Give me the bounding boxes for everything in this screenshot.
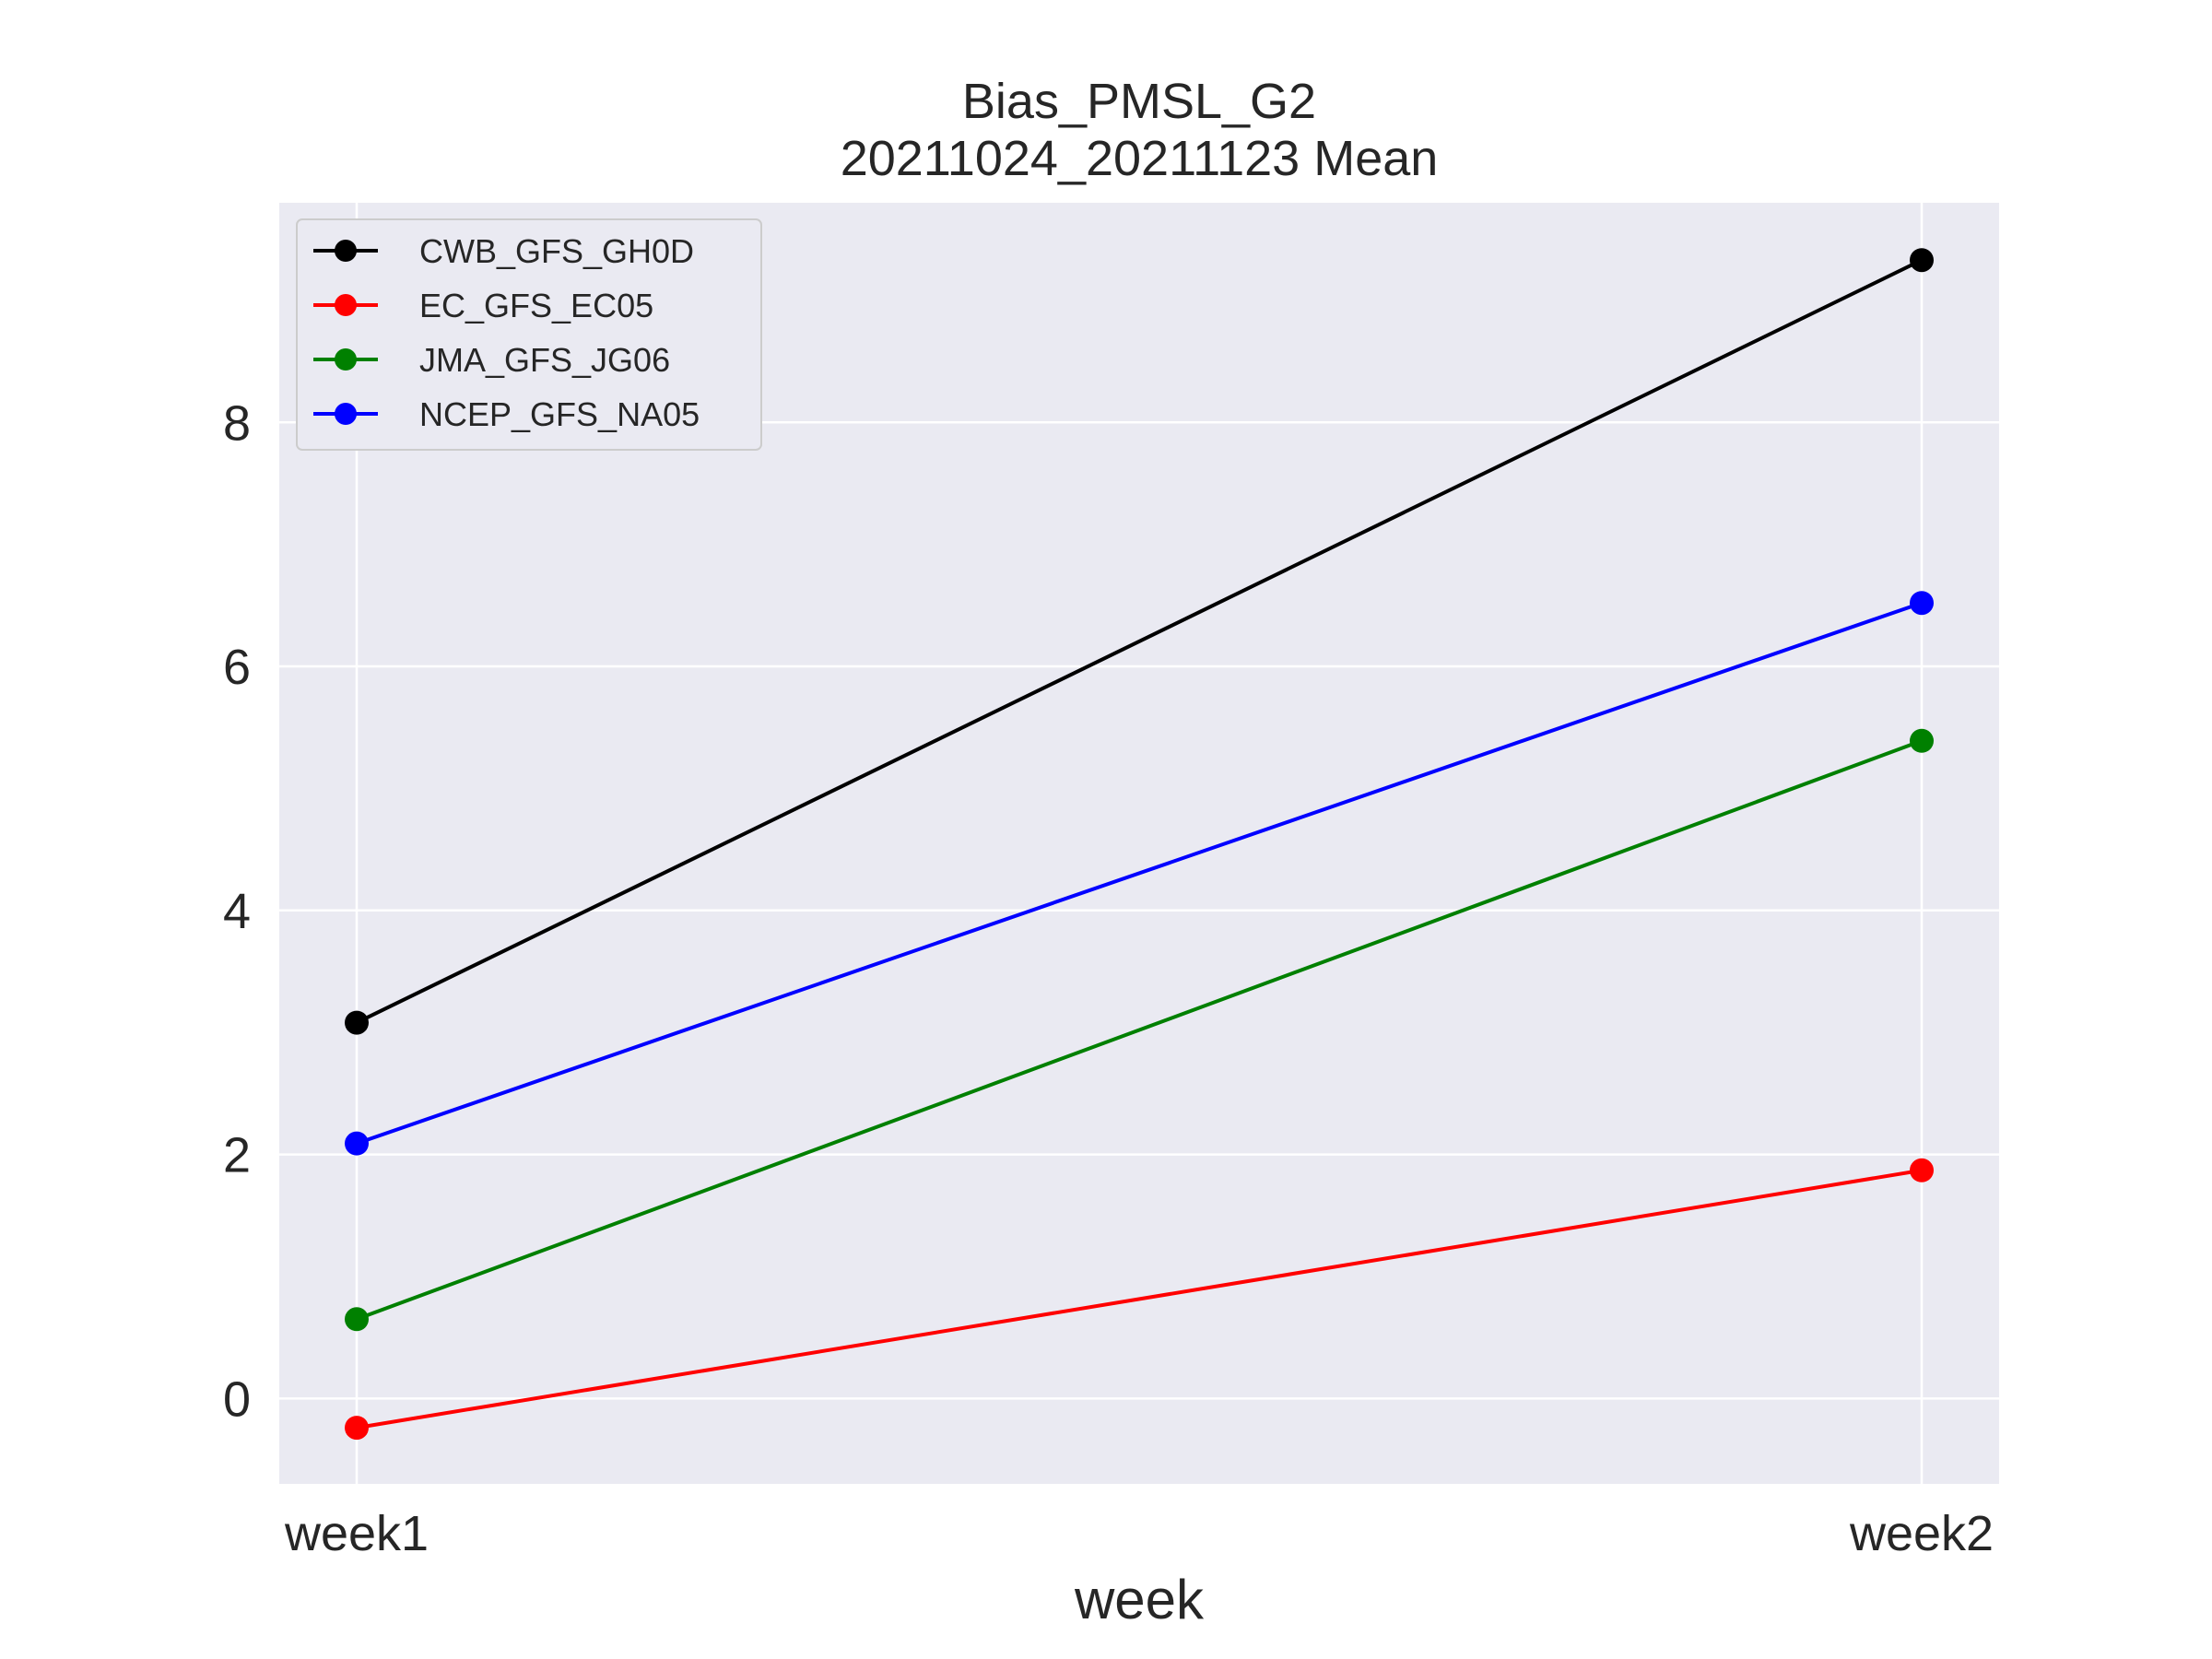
x-tick-label: week2 <box>1849 1506 1994 1561</box>
legend-item: CWB_GFS_GH0D <box>313 232 694 270</box>
chart-subtitle: 20211024_20211123 Mean <box>841 131 1439 186</box>
series-line <box>356 738 1923 1322</box>
x-ticks: week1 week2 <box>284 1506 1994 1561</box>
chart-title: Bias_PMSL_G2 <box>962 74 1316 129</box>
series-0 <box>345 248 1934 1035</box>
data-point <box>345 1010 369 1035</box>
legend-label: EC_GFS_EC05 <box>419 287 653 324</box>
legend-label: NCEP_GFS_NA05 <box>419 395 700 433</box>
y-tick-label: 0 <box>223 1371 251 1427</box>
x-axis-label: week <box>1074 1569 1205 1630</box>
x-tick-label: week1 <box>284 1506 429 1561</box>
legend-label: JMA_GFS_JG06 <box>419 341 670 379</box>
y-tick-label: 2 <box>223 1128 251 1183</box>
gridlines <box>279 203 1999 1484</box>
series-line <box>356 1168 1923 1430</box>
legend-item: EC_GFS_EC05 <box>313 287 653 324</box>
y-tick-label: 6 <box>223 640 251 695</box>
data-point <box>1910 1158 1934 1182</box>
data-point <box>1910 728 1934 753</box>
series-3 <box>345 591 1934 1156</box>
legend-item: NCEP_GFS_NA05 <box>313 395 700 433</box>
y-ticks: 0 2 4 6 8 <box>223 395 251 1427</box>
legend-label: CWB_GFS_GH0D <box>419 232 694 270</box>
data-point <box>345 1307 369 1332</box>
legend-marker <box>335 294 357 316</box>
series-line <box>356 601 1923 1146</box>
legend-marker <box>335 240 357 262</box>
data-point <box>1910 248 1934 273</box>
data-point <box>345 1131 369 1156</box>
legend-marker <box>335 348 357 371</box>
legend-box <box>296 218 762 451</box>
data-point <box>345 1416 369 1441</box>
legend: CWB_GFS_GH0D EC_GFS_EC05 JMA_GFS_JG06 NCEP_… <box>296 218 762 451</box>
series-lines <box>345 248 1934 1441</box>
y-tick-label: 4 <box>223 884 251 939</box>
data-point <box>1910 591 1934 616</box>
legend-marker <box>335 403 357 425</box>
y-tick-label: 8 <box>223 395 251 451</box>
legend-item: JMA_GFS_JG06 <box>313 341 670 379</box>
series-2 <box>345 728 1934 1332</box>
series-1 <box>345 1158 1934 1441</box>
series-line <box>356 258 1923 1025</box>
